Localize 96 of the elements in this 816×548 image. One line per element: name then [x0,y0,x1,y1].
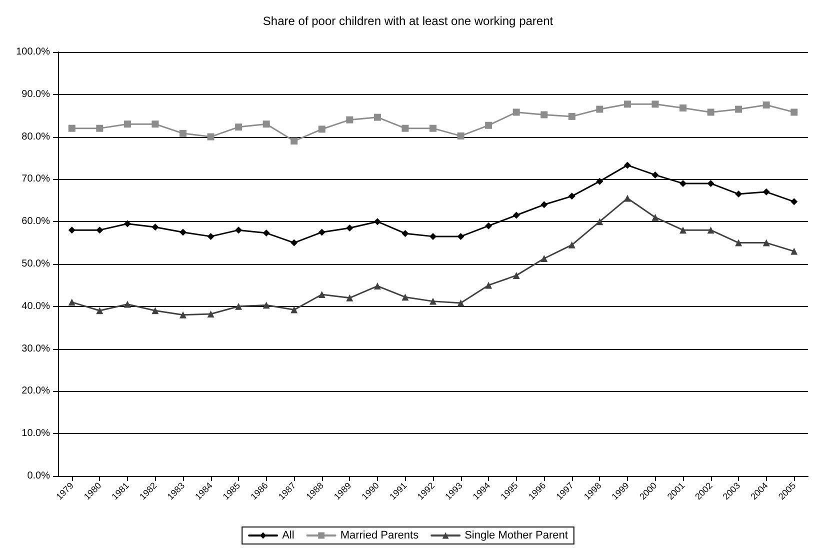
point [374,218,381,226]
point [430,124,436,132]
y-tick-label: 100.0% [16,46,50,58]
point [540,111,548,118]
point [596,106,604,113]
point [152,120,159,128]
y-tick-label: 50.0% [22,258,50,270]
point [457,132,464,140]
y-tick-label: 70.0% [22,174,50,185]
point [152,307,159,314]
point [485,122,492,129]
point [485,222,492,230]
point [707,226,714,234]
point [707,180,714,187]
point [596,218,604,226]
point [318,126,326,133]
point [735,190,742,198]
point [290,239,298,246]
point [68,124,76,132]
point [262,120,270,128]
point [624,162,631,169]
point [457,300,464,307]
point [568,192,576,200]
point [290,138,298,145]
point [430,298,436,305]
y-tick-label: 60.0% [22,216,50,228]
point [652,100,659,108]
point [512,272,520,279]
point [318,291,326,298]
point [540,254,548,262]
point [207,310,214,318]
chart-title: Share of poor children with at least one working parent [262,14,554,28]
point [96,226,104,234]
point [430,232,436,240]
point [735,239,742,246]
point [512,212,520,219]
point [262,302,270,309]
point [790,198,798,206]
point [762,239,770,246]
point [235,226,242,234]
point [790,108,798,116]
point [68,226,76,234]
y-tick-label: 30.0% [22,343,50,354]
point [96,307,104,314]
point [346,294,354,302]
point [374,282,381,290]
point [68,298,76,306]
y-tick-label: 90.0% [22,88,50,100]
point [402,230,409,237]
point [707,108,714,116]
point [680,180,686,187]
point [735,106,742,113]
point [596,178,604,185]
legend-label: Single Mother Parent [464,530,568,542]
point [346,116,354,124]
point [680,226,686,234]
y-tick-label: 20.0% [22,386,50,397]
point [790,248,798,255]
point [652,171,659,178]
point [235,302,242,310]
point [402,294,409,301]
point [762,102,770,108]
point [207,232,214,240]
legend-label: Married Parents [340,530,420,542]
point [180,228,186,236]
point [402,124,409,132]
point [568,241,576,248]
point [290,306,298,314]
y-tick-label: 0.0% [27,470,50,482]
point [652,214,659,221]
point [235,124,242,131]
point [540,201,548,208]
point [374,114,381,121]
point [180,311,186,318]
point [568,112,576,120]
point [152,224,159,231]
point [346,224,354,232]
point [124,120,131,128]
point [96,124,104,132]
point [512,108,520,116]
point [180,130,186,137]
point [124,300,131,308]
point [762,188,770,196]
y-tick-label: 80.0% [22,131,50,142]
y-tick-label: 10.0% [22,428,50,440]
point [124,220,131,228]
y-tick-label: 40.0% [22,300,50,312]
point [262,230,270,237]
legend-label: All [282,530,294,542]
point [318,228,326,236]
point [624,100,631,108]
point [680,104,686,112]
point [485,282,492,289]
point [624,194,631,202]
point [457,232,464,240]
point [207,133,214,140]
